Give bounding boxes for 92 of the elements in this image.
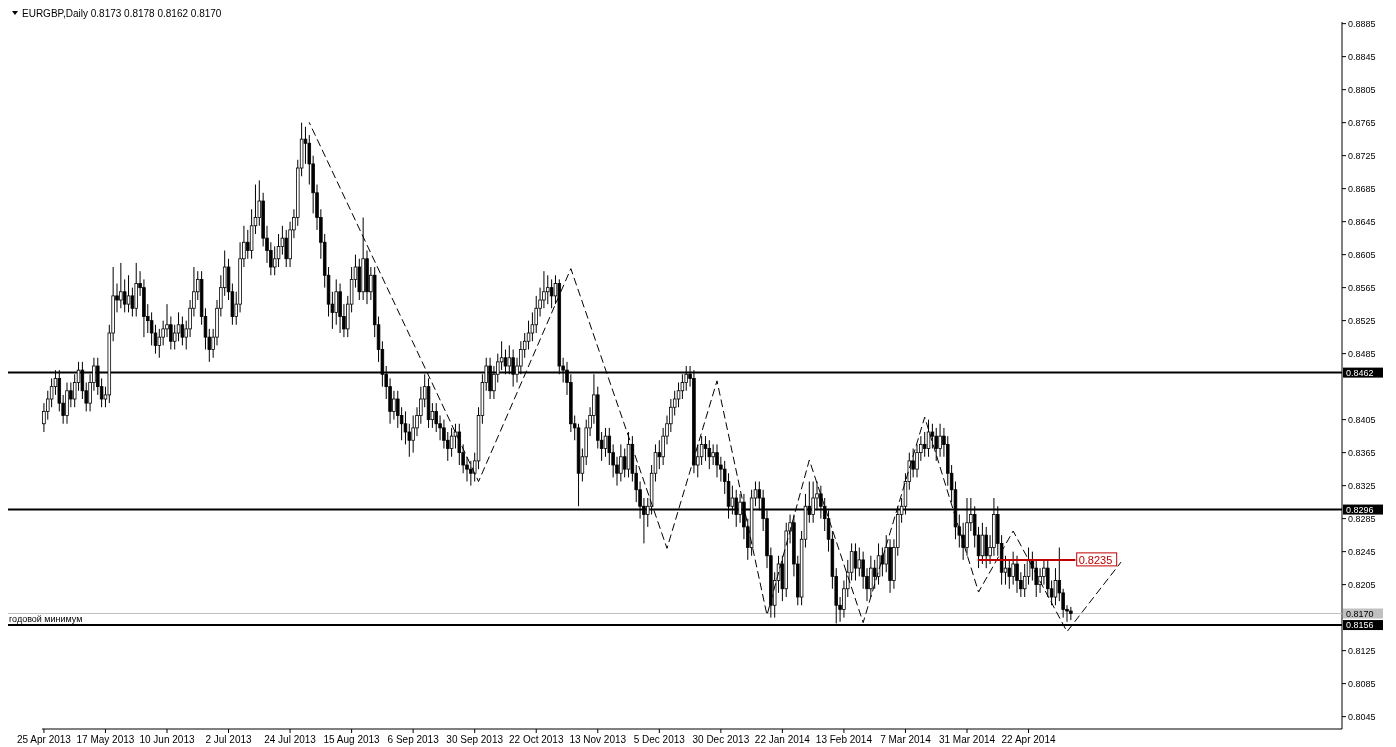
candlestick [180, 316, 185, 346]
candlestick [392, 390, 396, 421]
candlestick [122, 278, 127, 313]
annotation: годовой минимум [9, 614, 83, 625]
candlestick [334, 278, 338, 326]
x-tick-label: 13 Feb 2014 [815, 734, 873, 745]
candlestick [1011, 551, 1015, 586]
candlestick [303, 126, 308, 165]
candlestick [1007, 559, 1012, 590]
x-tick-label: 22 Jan 2014 [754, 734, 811, 745]
candlestick [911, 448, 915, 478]
y-tick-label: 0.8205 [1348, 579, 1376, 590]
ref-line-label: 0.8156 [1346, 620, 1374, 631]
candlestick [880, 547, 885, 577]
chart-title: EURGBP,Daily 0.8173 0.8178 0.8162 0.8170 [22, 8, 222, 19]
candlestick [711, 443, 715, 466]
candlestick [607, 427, 612, 466]
candlestick [157, 328, 162, 359]
x-tick-label: 24 Jul 2013 [264, 734, 317, 745]
candlestick [922, 431, 927, 458]
candlestick [699, 435, 704, 466]
y-tick-label: 0.8485 [1348, 348, 1376, 359]
candlestick [176, 311, 181, 342]
y-tick-label: 0.8645 [1348, 216, 1376, 227]
y-tick-label: 0.8045 [1348, 711, 1376, 722]
candlestick [980, 522, 985, 565]
candlestick [853, 542, 858, 582]
candlestick [738, 493, 742, 524]
x-tick-label: 30 Dec 2013 [692, 734, 750, 745]
candlestick [869, 555, 873, 598]
y-tick-label: 0.8565 [1348, 282, 1376, 293]
y-tick-label: 0.8125 [1348, 645, 1376, 656]
x-tick-label: 15 Aug 2013 [323, 734, 381, 745]
y-tick-label: 0.8885 [1348, 18, 1376, 29]
candlestick [499, 340, 504, 371]
y-tick-label: 0.8245 [1348, 546, 1376, 557]
y-tick-label: 0.8765 [1348, 117, 1376, 128]
candlestick [246, 229, 250, 260]
y-tick-label: 0.8365 [1348, 447, 1376, 458]
ref-line-label: 0.8462 [1346, 367, 1374, 378]
candlestick [546, 274, 550, 305]
candlestick [119, 262, 123, 309]
candlestick [469, 460, 473, 487]
x-tick-label: 17 May 2013 [76, 734, 135, 745]
candlestick [457, 423, 462, 466]
x-tick-label: 6 Sep 2013 [387, 734, 440, 745]
y-tick-label: 0.8525 [1348, 315, 1376, 326]
candlestick [549, 278, 554, 309]
candlestick [603, 427, 608, 458]
y-tick-label: 0.8405 [1348, 414, 1376, 425]
x-tick-label: 31 Mar 2014 [938, 734, 996, 745]
candlestick [938, 423, 942, 458]
y-tick-label: 0.8325 [1348, 480, 1376, 491]
candlestick [703, 435, 708, 462]
candlestick [403, 410, 408, 445]
x-tick-label: 5 Dec 2013 [633, 734, 686, 745]
candlestick [934, 427, 938, 462]
y-tick-label: 0.8605 [1348, 249, 1376, 260]
candlestick [926, 419, 931, 458]
candlestick [126, 274, 131, 313]
x-tick-label: 30 Sep 2013 [446, 734, 504, 745]
data-label: 0.8235 [1078, 553, 1113, 566]
y-tick-label: 0.8845 [1348, 51, 1376, 62]
candlestick [657, 439, 662, 470]
y-tick-label: 0.8725 [1348, 150, 1376, 161]
candlestick [1015, 555, 1019, 594]
candlestick [622, 448, 627, 478]
candlestick [876, 542, 881, 586]
candlestick [1026, 547, 1031, 586]
x-tick-label: 25 Apr 2013 [16, 734, 72, 745]
y-tick-label: 0.8085 [1348, 678, 1376, 689]
candlestick [707, 439, 712, 470]
y-tick-label: 0.8805 [1348, 84, 1376, 95]
candlestick [984, 526, 988, 569]
candlestick [872, 559, 877, 590]
candlestick [449, 427, 454, 458]
x-tick-label: 2 Jul 2013 [205, 734, 253, 745]
x-tick-label: 7 Mar 2014 [880, 734, 932, 745]
candlestick [1053, 567, 1058, 606]
y-tick-label: 0.8685 [1348, 183, 1376, 194]
candlestick [619, 443, 623, 483]
ref-line-label: 0.8296 [1346, 504, 1374, 515]
candlestick [715, 443, 719, 478]
x-tick-label: 22 Oct 2013 [508, 734, 564, 745]
candlestick [930, 423, 935, 450]
y-tick-label: 0.8285 [1348, 513, 1376, 524]
x-tick-label: 10 Jun 2013 [139, 734, 195, 745]
candlestick [284, 229, 288, 268]
candlestick [857, 547, 862, 577]
x-tick-label: 22 Apr 2014 [1001, 734, 1056, 745]
x-tick-label: 13 Nov 2013 [569, 734, 627, 745]
ref-line-label: 0.8170 [1346, 608, 1374, 619]
